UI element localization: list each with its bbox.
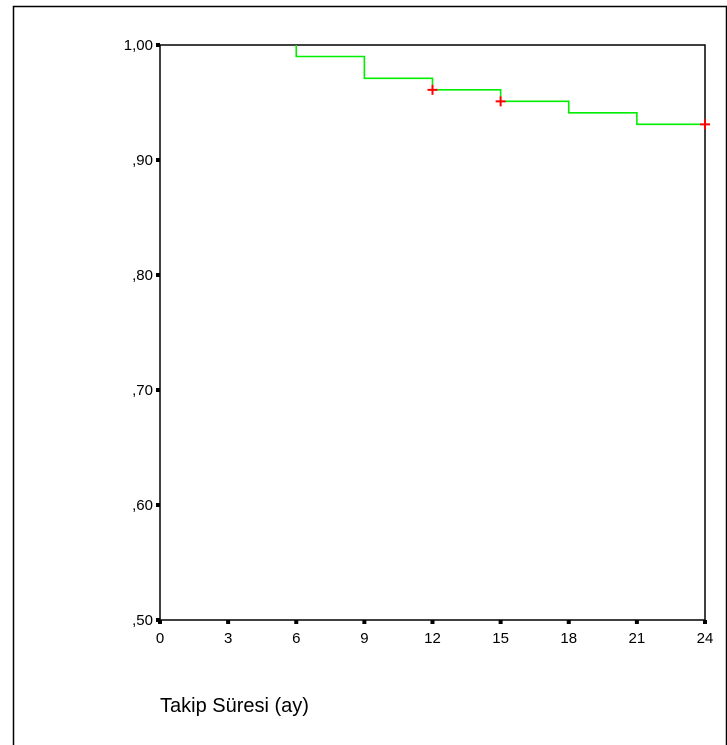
x-axis-title: Takip Süresi (ay) bbox=[160, 695, 309, 717]
plot-area bbox=[159, 44, 706, 621]
series-layer bbox=[295, 45, 705, 126]
y-tick-mark bbox=[156, 43, 160, 47]
x-tick-label: 12 bbox=[424, 630, 441, 647]
y-tick-label: ,80 bbox=[132, 267, 153, 284]
x-tick-label: 18 bbox=[560, 630, 577, 647]
x-tick-mark bbox=[158, 620, 162, 624]
x-tick-mark bbox=[430, 620, 435, 624]
y-tick-label: ,90 bbox=[132, 152, 153, 169]
censor-marker bbox=[427, 84, 438, 95]
y-axis: ,50 ,60 ,70 ,80 ,90 1,00 bbox=[124, 37, 160, 629]
y-tick-mark bbox=[156, 273, 160, 277]
x-tick-mark bbox=[226, 620, 231, 624]
x-tick-mark bbox=[498, 620, 503, 624]
y-tick-label: ,70 bbox=[132, 382, 153, 399]
censor-layer bbox=[427, 84, 710, 130]
x-tick-label: 15 bbox=[492, 630, 509, 647]
censor-marker bbox=[700, 119, 710, 130]
x-axis: 0 3 6 9 12 15 18 21 24 bbox=[156, 620, 714, 647]
x-tick-mark bbox=[362, 620, 367, 624]
x-tick-label: 24 bbox=[697, 630, 714, 647]
x-tick-label: 21 bbox=[629, 630, 646, 647]
y-tick-mark bbox=[156, 388, 160, 392]
y-tick-mark bbox=[156, 158, 160, 162]
y-tick-mark bbox=[156, 503, 160, 507]
x-tick-mark bbox=[634, 620, 639, 624]
x-tick-mark bbox=[566, 620, 571, 624]
survival-step-line bbox=[295, 45, 705, 126]
x-tick-label: 6 bbox=[292, 630, 300, 647]
x-tick-mark bbox=[703, 620, 707, 624]
x-tick-label: 9 bbox=[360, 630, 368, 647]
y-tick-label: ,60 bbox=[132, 497, 153, 514]
x-tick-mark bbox=[294, 620, 299, 624]
y-tick-label: 1,00 bbox=[124, 37, 153, 54]
x-tick-label: 0 bbox=[156, 630, 164, 647]
x-tick-label: 3 bbox=[224, 630, 232, 647]
censor-marker bbox=[495, 96, 506, 107]
y-tick-label: ,50 bbox=[132, 612, 153, 629]
